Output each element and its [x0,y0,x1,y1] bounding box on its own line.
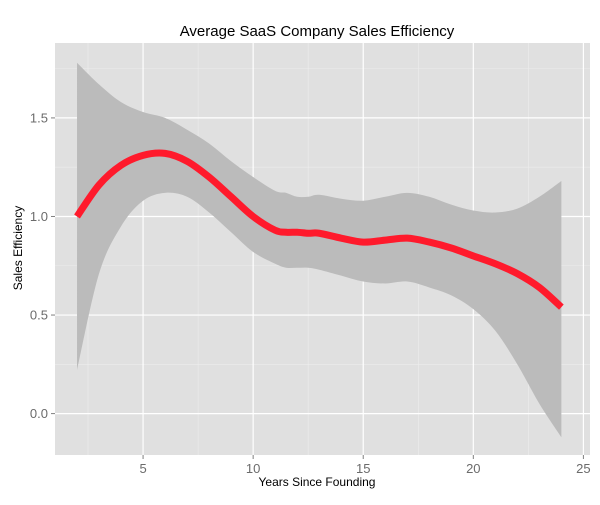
y-axis-ticks: 0.0 0.5 1.0 1.5 [30,110,55,421]
confidence-band [77,62,562,438]
x-axis-title: Years Since Founding [259,475,376,489]
y-tick-label: 0.0 [30,406,48,421]
y-axis-title: Sales Efficiency [11,206,25,291]
y-tick-label: 0.5 [30,308,48,323]
x-tick-label: 25 [576,461,590,476]
x-tick-label: 5 [139,461,146,476]
y-tick-label: 1.0 [30,209,48,224]
sales-efficiency-line [74,149,564,310]
chart-title: Average SaaS Company Sales Efficiency [180,23,455,40]
x-tick-label: 20 [466,461,480,476]
y-tick-label: 1.5 [30,110,48,125]
x-axis-ticks: 5 10 15 20 25 [139,455,591,476]
x-tick-label: 10 [246,461,260,476]
x-tick-label: 15 [356,461,370,476]
